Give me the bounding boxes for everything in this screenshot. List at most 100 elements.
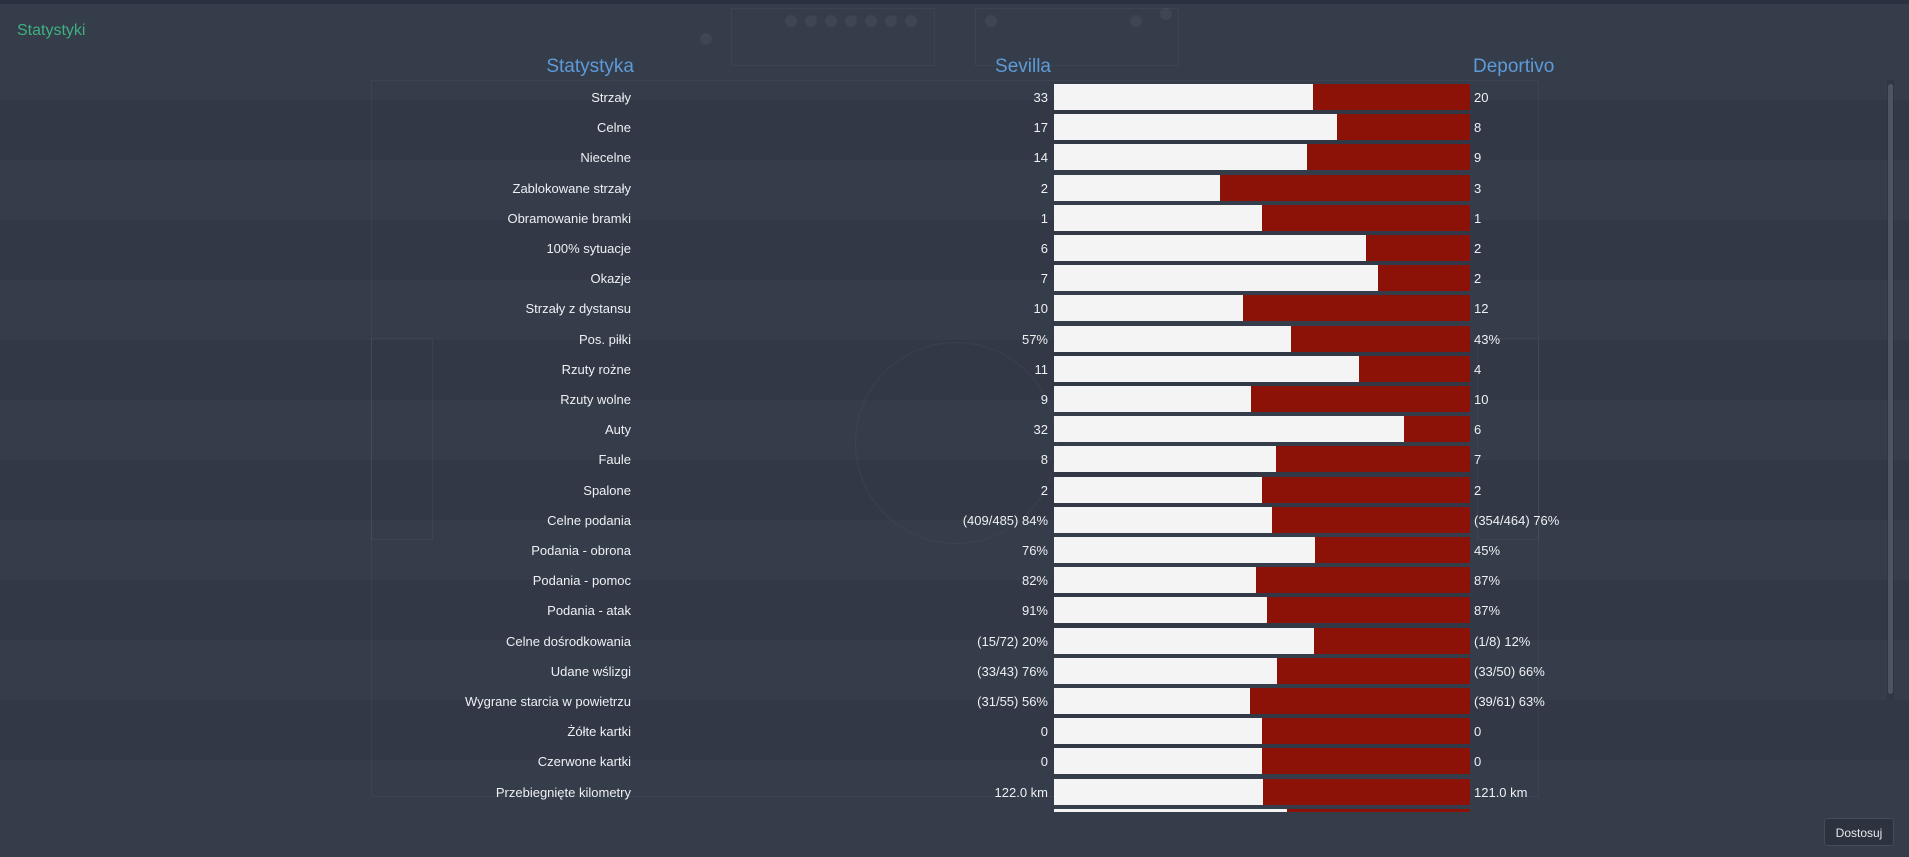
- away-value: 0: [1474, 724, 1482, 740]
- home-share-fill: [1054, 114, 1337, 141]
- home-value: 14: [1033, 150, 1048, 166]
- comparison-bar: [1054, 84, 1470, 110]
- away-value: 87%: [1474, 573, 1501, 589]
- comparison-bar: [1054, 446, 1470, 473]
- pitch-box-left: [371, 338, 433, 540]
- home-value: 7: [1040, 271, 1048, 287]
- away-value: 6: [1474, 422, 1482, 438]
- stats-header-row: Statystyka Sevilla Deportivo: [0, 56, 1909, 80]
- comparison-bar: [1054, 174, 1470, 201]
- pitch-outline: [371, 80, 1539, 797]
- stat-label: Podania - obrona: [531, 543, 631, 558]
- away-value: 1: [1474, 210, 1482, 226]
- comparison-bar: [1054, 235, 1470, 261]
- away-value: (33/50) 66%: [1474, 663, 1545, 679]
- bg-dot: [845, 15, 857, 27]
- stat-label: Niecelne: [580, 150, 631, 166]
- comparison-bar: [1054, 295, 1470, 322]
- stats-table: Strzały 33 20 Celne 1 7 8 Niecelne 14 9 Zablokowan…: [0, 84, 1909, 812]
- stat-label: Celne: [597, 120, 631, 136]
- column-header-home-team[interactable]: Sevilla: [995, 56, 1051, 77]
- comparison-bar: [1054, 657, 1470, 684]
- column-header-away-team[interactable]: Deportivo: [1473, 56, 1555, 77]
- stat-label: Pos. piłki: [578, 331, 631, 347]
- home-value: (31/55) 56%: [977, 694, 1048, 709]
- comparison-bar: [1054, 325, 1470, 352]
- comparison-bar: [1054, 265, 1470, 292]
- stat-label: Rzuty rożne: [561, 361, 631, 377]
- stat-row: Pos. piłki 57% 43%: [0, 325, 1909, 352]
- pitch-bench-left: [731, 8, 935, 66]
- home-value: 9: [1040, 392, 1048, 407]
- home-value: 0: [1040, 754, 1048, 770]
- comparison-bar: [1054, 748, 1470, 775]
- stat-row: Udane wślizgi (33/43) 76% (33/50) 66%: [0, 657, 1909, 684]
- scrollbar-thumb[interactable]: [1888, 84, 1893, 694]
- home-share-fill: [1054, 386, 1251, 412]
- stat-label: Zablokowane strzały: [512, 180, 632, 196]
- comparison-bar: [1054, 688, 1470, 714]
- comparison-bar: [1054, 204, 1470, 231]
- stat-label: Wygrane starcia w powietrzu: [464, 694, 631, 709]
- column-header-stat[interactable]: Statystyka: [546, 56, 634, 77]
- away-value: 45%: [1474, 543, 1501, 558]
- home-share-fill: [1054, 235, 1366, 261]
- stat-row: Strzały 33 20: [0, 84, 1909, 110]
- stat-row: Podania - obrona 76% 45%: [0, 537, 1909, 563]
- stat-row: Strzały z dystansu 10 12: [0, 295, 1909, 322]
- home-share-fill: [1054, 567, 1256, 594]
- comparison-bar: [1054, 355, 1470, 382]
- stat-label: Faule: [598, 452, 631, 468]
- bg-dot: [1160, 8, 1172, 20]
- home-share-fill: [1054, 416, 1404, 443]
- stat-label: Żółte kartki: [567, 724, 631, 740]
- stat-row: Celne podania (409/485) 84% (354/464) 76%: [0, 506, 1909, 533]
- bg-stripe: [0, 220, 1909, 280]
- home-value: 57%: [1021, 331, 1048, 347]
- stat-label: Udane wślizgi: [550, 663, 631, 679]
- stat-row: Zablokowane strzały 2 3: [0, 174, 1909, 201]
- home-share-fill: [1054, 506, 1272, 533]
- away-value: 3: [1474, 180, 1482, 196]
- home-share-fill: [1054, 476, 1262, 503]
- away-value: 87%: [1474, 603, 1501, 619]
- comparison-bar: [1054, 778, 1470, 805]
- stat-label: Przebiegnięte kilometry: [495, 784, 631, 800]
- bg-dot: [1130, 15, 1142, 27]
- bg-stripe: [0, 700, 1909, 760]
- home-value: 1: [1040, 210, 1048, 226]
- customize-button[interactable]: Dostosuj: [1824, 818, 1894, 846]
- bg-dot: [825, 15, 837, 27]
- comparison-bar: [1054, 506, 1470, 533]
- home-share-fill: [1054, 688, 1250, 714]
- home-share-fill: [1054, 627, 1314, 654]
- home-share-fill: [1054, 144, 1307, 171]
- home-value: 8: [1040, 452, 1048, 468]
- away-value: 20: [1474, 90, 1489, 105]
- stat-row: Rzuty rożne 11 4: [0, 355, 1909, 382]
- home-value: (33/43) 76%: [977, 663, 1048, 679]
- home-share-fill: [1054, 748, 1262, 775]
- bg-dot: [885, 15, 897, 27]
- comparison-bar: [1054, 537, 1470, 563]
- stat-row: Faule 8 7: [0, 446, 1909, 473]
- home-share-fill: [1054, 355, 1359, 382]
- comparison-bar: [1054, 416, 1470, 443]
- bg-dot: [905, 15, 917, 27]
- stat-label: Spalone: [583, 482, 631, 498]
- stat-row: Obramowanie bramki 1 1: [0, 204, 1909, 231]
- stat-label: Okazje: [590, 271, 631, 287]
- home-value: 11: [1034, 361, 1049, 377]
- stat-row: Spalone 2 2: [0, 476, 1909, 503]
- comparison-bar: [1054, 597, 1470, 624]
- pitch-center-circle: [855, 342, 1057, 544]
- home-value: 82%: [1021, 573, 1048, 589]
- away-value: 2: [1474, 482, 1482, 498]
- comparison-bar: [1054, 808, 1470, 812]
- away-value: 2: [1474, 241, 1482, 256]
- bg-dot: [865, 15, 877, 27]
- stat-row: Rzuty wolne 9 10: [0, 386, 1909, 412]
- stat-label: Czerwone kartki: [537, 754, 631, 770]
- comparison-bar: [1054, 386, 1470, 412]
- bg-dot: [700, 33, 712, 45]
